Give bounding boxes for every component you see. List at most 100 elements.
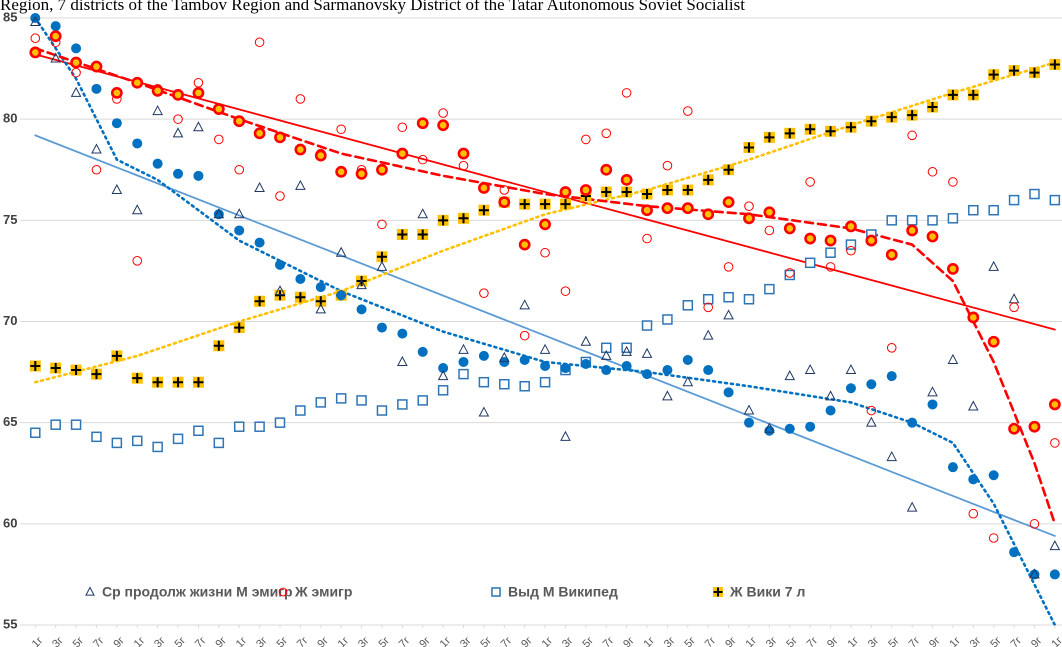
- marker: [743, 293, 755, 305]
- marker-shape: [1008, 422, 1020, 435]
- marker: [213, 437, 225, 449]
- marker: [90, 368, 102, 380]
- x-tick-label: 9г: [417, 635, 433, 647]
- marker-shape: [825, 126, 836, 137]
- trendlines: [33, 16, 1057, 627]
- marker: [540, 247, 550, 258]
- x-tick-label: 3г: [356, 635, 372, 647]
- marker-shape: [947, 262, 959, 275]
- x-tick-label: 3г: [560, 635, 576, 647]
- marker: [601, 365, 612, 376]
- marker-shape: [274, 285, 286, 296]
- marker-shape: [540, 247, 550, 258]
- marker: [234, 164, 245, 175]
- marker: [377, 219, 387, 230]
- marker: [50, 419, 61, 430]
- marker-shape: [1050, 438, 1060, 448]
- marker-shape: [1048, 398, 1061, 411]
- marker: [886, 343, 897, 353]
- marker-shape: [1028, 420, 1041, 433]
- marker: [1049, 59, 1061, 71]
- marker: [29, 46, 42, 59]
- marker-shape: [85, 586, 95, 596]
- marker: [1008, 293, 1020, 304]
- marker-shape: [662, 390, 673, 401]
- marker-shape: [947, 213, 959, 224]
- marker-shape: [151, 84, 164, 97]
- marker-shape: [458, 213, 469, 224]
- marker-shape: [560, 363, 571, 374]
- marker-shape: [845, 122, 856, 133]
- marker: [518, 238, 531, 251]
- marker: [335, 165, 348, 178]
- marker-shape: [90, 60, 103, 73]
- marker-shape: [437, 385, 449, 396]
- chart-title: Region, 7 districts of the Tambov Region…: [0, 0, 745, 14]
- marker-shape: [600, 349, 612, 360]
- legend-marker: [713, 587, 723, 597]
- marker: [845, 121, 857, 133]
- y-tick-label: 55: [3, 616, 17, 631]
- marker: [947, 89, 959, 101]
- x-tick-label: 5г: [478, 635, 494, 647]
- x-tick-label: 1г: [132, 635, 148, 647]
- marker: [212, 103, 225, 115]
- trendline: [33, 47, 1057, 526]
- marker-shape: [478, 182, 490, 194]
- marker-shape: [50, 21, 61, 32]
- marker-shape: [438, 215, 449, 226]
- marker: [968, 474, 979, 485]
- marker-shape: [91, 431, 102, 443]
- marker: [193, 77, 204, 88]
- marker: [620, 173, 633, 186]
- marker-shape: [560, 430, 571, 441]
- marker: [1028, 420, 1041, 433]
- marker: [70, 364, 82, 376]
- marker: [111, 183, 123, 194]
- marker-shape: [722, 196, 735, 209]
- marker: [254, 37, 265, 48]
- marker-shape: [988, 204, 999, 216]
- marker-shape: [274, 131, 286, 144]
- marker-shape: [601, 365, 612, 376]
- marker-shape: [1009, 302, 1019, 313]
- marker: [804, 363, 816, 375]
- marker-shape: [233, 208, 245, 219]
- marker: [295, 179, 306, 190]
- marker-shape: [642, 233, 652, 244]
- marker-shape: [682, 354, 693, 365]
- marker: [356, 279, 367, 290]
- legend-label: Ж эмигр: [294, 584, 352, 600]
- marker: [784, 269, 796, 281]
- marker: [662, 390, 673, 401]
- marker: [1029, 188, 1040, 200]
- marker: [192, 86, 205, 99]
- marker-shape: [50, 419, 61, 430]
- marker-shape: [152, 441, 163, 453]
- marker-shape: [1008, 293, 1020, 304]
- x-tick-label: 3г: [50, 635, 66, 647]
- marker-shape: [805, 177, 815, 187]
- legend-label: Выд М Википед: [508, 584, 618, 600]
- x-tick-label: 3г: [866, 635, 882, 647]
- marker: [458, 343, 469, 354]
- marker: [274, 289, 286, 301]
- marker-shape: [70, 419, 82, 430]
- marker: [111, 437, 123, 449]
- marker-shape: [927, 386, 938, 397]
- marker: [540, 361, 551, 372]
- marker: [559, 186, 572, 198]
- marker-shape: [845, 239, 857, 250]
- marker-shape: [743, 417, 754, 428]
- marker: [1028, 67, 1040, 79]
- legend-item: Ср продолж жизни М эмигр: [85, 584, 293, 600]
- marker: [213, 208, 225, 219]
- marker-shape: [335, 165, 348, 178]
- marker-shape: [479, 288, 489, 298]
- marker: [804, 123, 816, 135]
- marker: [927, 386, 938, 397]
- marker-shape: [519, 354, 530, 365]
- marker: [172, 376, 184, 388]
- marker-shape: [417, 229, 428, 240]
- marker: [152, 376, 164, 388]
